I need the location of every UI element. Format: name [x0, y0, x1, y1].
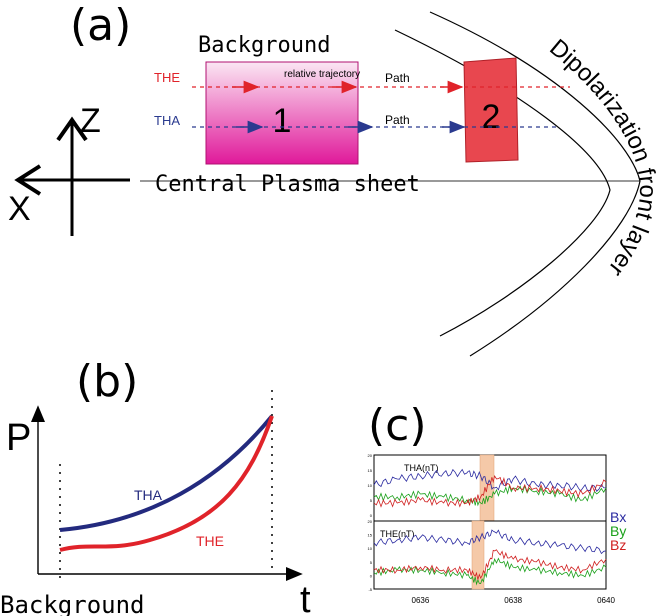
panel-b-label: (b): [76, 356, 138, 407]
panel-a-label: (a): [70, 0, 131, 51]
b-x-axis-label: t: [300, 579, 311, 616]
c-y-tick-label: 20: [368, 519, 373, 524]
c-top-chart: THA(nT): [373, 454, 607, 522]
c-y-tick-label: 5: [370, 498, 373, 503]
c-y-tick-label: 5: [370, 560, 373, 565]
panel-b: (b) P t THA THE Background: [0, 356, 311, 616]
front-layer-outer: [429, 11, 641, 357]
c-top-bz-line: [373, 475, 607, 508]
c-bottom-highlight: [471, 520, 485, 590]
c-y-tick-label: 0: [370, 513, 373, 518]
coordinate-axes: Z X: [8, 102, 130, 236]
background-label-a: Background: [198, 33, 330, 58]
c-legend-bz: Bz: [610, 537, 626, 553]
panel-c: (c) THA(nT) THE(nT) 0636 0638 0640 20 15 10 5…: [368, 400, 627, 605]
c-top-title: THA(nT): [404, 463, 439, 473]
c-y-tick-label: 10: [368, 546, 373, 551]
box-1-label: 1: [273, 102, 292, 140]
c-legend-bx: Bx: [610, 509, 626, 525]
c-bottom-bz-line: [373, 549, 607, 580]
path-label-2: Path: [385, 113, 410, 127]
c-y-tick-label: 0: [370, 573, 373, 578]
relative-trajectory-label: relative trajectory: [284, 69, 360, 80]
the-label-a: THE: [154, 70, 180, 85]
c-top-by-line: [373, 484, 607, 507]
box-1: [205, 61, 359, 165]
b-background-label: Background: [0, 591, 145, 616]
c-bottom-chart: THE(nT): [373, 520, 607, 590]
the-path: THE Path: [154, 70, 570, 94]
c-y-tick-label: 10: [368, 483, 373, 488]
c-x-tick-label: 0636: [412, 596, 430, 605]
c-bottom-title: THE(nT): [380, 529, 415, 539]
c-bottom-frame: [373, 520, 607, 590]
b-tha-curve: [59, 414, 274, 532]
x-arrow-icon: [14, 164, 42, 196]
path-label-1: Path: [385, 71, 410, 85]
axis-z-label: Z: [80, 102, 101, 140]
box-2-label: 2: [482, 98, 501, 136]
b-the-curve: [59, 415, 274, 552]
c-y-tick-label: -5: [368, 587, 372, 592]
c-x-tick-label: 0640: [597, 596, 615, 605]
front-layer-label: Dipolarization front layer: [544, 34, 661, 282]
axis-x-label: X: [8, 190, 31, 228]
b-tha-label: THA: [134, 487, 163, 503]
panel-a: (a) Z X Dipolarization front layer 1 2 B…: [8, 0, 661, 357]
plasma-sheet-label: Central Plasma sheet: [155, 172, 420, 197]
c-y-tick-label: 15: [368, 533, 373, 538]
c-x-tick-label: 0638: [504, 596, 522, 605]
c-y-tick-label: 15: [368, 468, 373, 473]
c-x-ticks: 0636 0638 0640: [412, 596, 616, 605]
tha-path: THA Path: [154, 113, 560, 134]
c-legend-by: By: [610, 523, 626, 539]
panel-c-label: (c): [368, 400, 427, 451]
c-y-tick-label: 20: [368, 453, 373, 458]
b-the-label: THE: [196, 533, 224, 549]
b-y-axis-label: P: [6, 417, 31, 459]
z-arrow-icon: [56, 116, 88, 142]
c-bottom-bx-line: [373, 529, 607, 555]
tha-label-a: THA: [154, 113, 180, 128]
c-bottom-by-line: [373, 557, 607, 586]
